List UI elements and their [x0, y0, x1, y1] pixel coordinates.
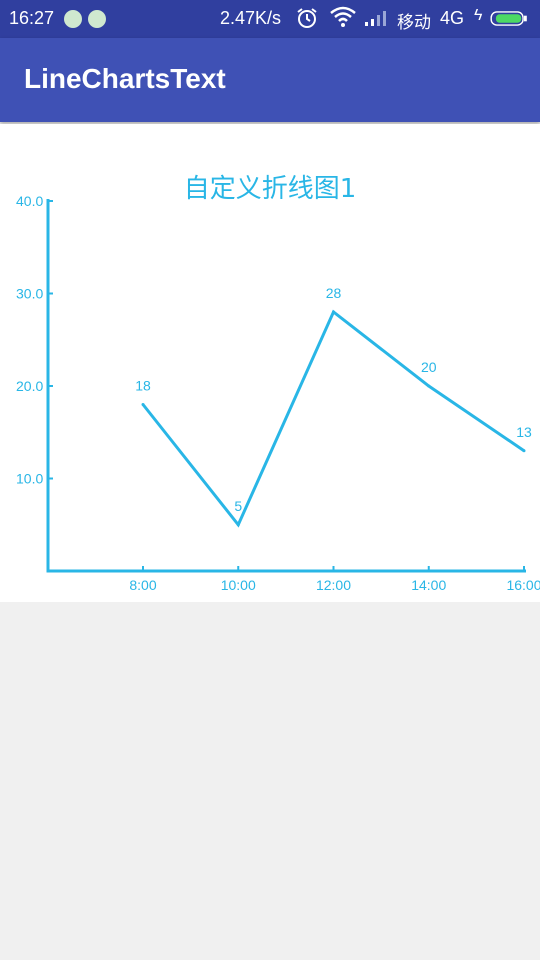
data-label: 13: [516, 424, 532, 440]
chart-title: 自定义折线图1: [183, 174, 357, 204]
data-point: [141, 403, 145, 406]
data-label: 5: [234, 498, 242, 514]
x-tick-label: 10:00: [221, 577, 256, 593]
chart-card: [0, 124, 540, 602]
network-type: 4G: [440, 8, 465, 28]
data-point: [332, 310, 335, 314]
app-bar: LineChartsText: [0, 38, 540, 122]
x-tick-label: 8:00: [129, 577, 156, 593]
y-tick-label: 40.0: [16, 193, 43, 209]
series-line: [141, 309, 525, 528]
line-chart: 10.0 20.0 30.0 40.0 8:00 10:00 12:00 14:00 16:00…: [16, 193, 540, 593]
x-tick-label: 12:00: [316, 577, 351, 593]
battery-icon: [490, 11, 527, 26]
notification-icon: [88, 10, 106, 28]
data-point: [427, 384, 431, 388]
data-label: 28: [326, 285, 342, 301]
x-tick-label: 16:00: [506, 577, 540, 593]
y-tick-label: 30.0: [16, 286, 43, 302]
alarm-icon: [297, 8, 317, 28]
network-speed: 2.47K/s: [220, 8, 282, 28]
carrier-name: 移动: [397, 13, 431, 33]
signal-icon: [365, 11, 386, 26]
data-point: [522, 449, 526, 453]
status-time: 16:27: [9, 8, 55, 28]
charging-icon: ϟ: [474, 7, 483, 24]
data-label: 20: [421, 359, 437, 375]
wifi-icon: [330, 6, 356, 27]
x-tick-label: 14:00: [411, 577, 446, 593]
data-label: 18: [135, 378, 151, 394]
notification-icon: [64, 10, 82, 28]
y-tick-label: 10.0: [16, 471, 43, 487]
data-point: [236, 523, 240, 527]
app-title: LineChartsText: [24, 63, 226, 94]
y-tick-label: 20.0: [16, 378, 43, 394]
status-bar: 16:27 2.47K/s 移动 4G ϟ: [0, 0, 540, 38]
